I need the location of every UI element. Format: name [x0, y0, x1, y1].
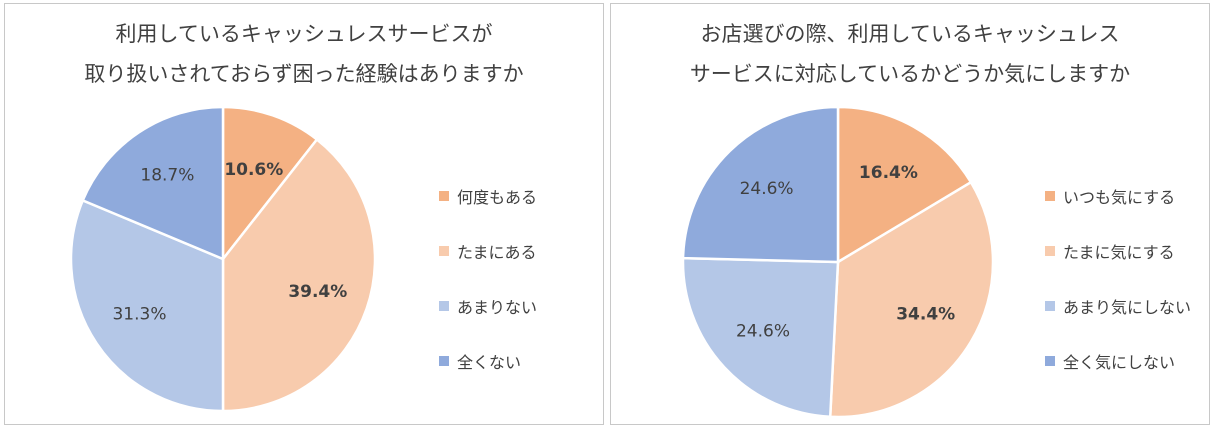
legend-item: たまにある [439, 240, 537, 262]
legend-label: あまり気にしない [1063, 298, 1192, 317]
chart-panel-right: お店選びの際、利用しているキャッシュレス サービスに対応しているかどうか気にしま… [610, 3, 1210, 425]
pie-slice [81, 105, 225, 261]
legend-item: 全くない [439, 350, 537, 372]
legend-swatch [1045, 301, 1055, 311]
chart-title-line-2: サービスに対応しているかどうか気にしますか [689, 62, 1131, 86]
slice-value-label: 10.6% [224, 160, 283, 180]
legend-label: 全くない [457, 353, 522, 372]
pie-slice [681, 256, 840, 419]
slice-value-label: 34.4% [896, 305, 955, 325]
chart-panel-left: 利用しているキャッシュレスサービスが 取り扱いされておらず困った経験はありますか… [4, 3, 604, 425]
slice-value-label: 39.4% [288, 282, 347, 302]
legend-swatch [1045, 246, 1055, 256]
chart-title-line-1: お店選びの際、利用しているキャッシュレス [700, 22, 1120, 46]
legend-swatch [439, 246, 449, 256]
pie-slice [221, 137, 377, 413]
chart-legend: いつも気にする たまに気にする あまり気にしない 全く気にしない [1045, 185, 1191, 405]
pie-slice [836, 105, 973, 265]
slice-value-label: 18.7% [140, 165, 194, 185]
slice-value-label: 24.6% [740, 179, 794, 199]
legend-item: 全く気にしない [1045, 350, 1191, 372]
legend-label: あまりない [457, 298, 538, 317]
slice-value-label: 24.6% [736, 322, 790, 342]
legend-label: たまにある [457, 243, 537, 262]
legend-label: 全く気にしない [1063, 353, 1176, 372]
pie-slice [69, 198, 225, 413]
chart-title-line-2: 取り扱いされておらず困った経験はありますか [84, 62, 524, 86]
slice-value-label: 16.4% [859, 163, 918, 183]
legend-item: あまり気にしない [1045, 295, 1191, 317]
legend-item: たまに気にする [1045, 240, 1191, 262]
pie-chart: 16.4% 34.4% 24.6% 24.6% [681, 105, 995, 419]
legend-label: いつも気にする [1063, 188, 1176, 207]
legend-item: 何度もある [439, 185, 537, 207]
legend-swatch [439, 301, 449, 311]
chart-title-line-1: 利用しているキャッシュレスサービスが [115, 22, 493, 46]
legend-label: 何度もある [457, 188, 538, 207]
pie-slice [828, 180, 995, 419]
chart-legend: 何度もある たまにある あまりない 全くない [439, 185, 537, 405]
pie-slice [221, 105, 319, 263]
pie-slice [681, 105, 840, 264]
legend-item: いつも気にする [1045, 185, 1191, 207]
legend-swatch [1045, 356, 1055, 366]
legend-swatch [1045, 191, 1055, 201]
legend-item: あまりない [439, 295, 537, 317]
legend-swatch [439, 356, 449, 366]
pie-chart: 10.6% 39.4% 31.3% 18.7% [69, 105, 377, 413]
legend-swatch [439, 191, 449, 201]
legend-label: たまに気にする [1063, 243, 1175, 262]
slice-value-label: 31.3% [112, 305, 166, 325]
